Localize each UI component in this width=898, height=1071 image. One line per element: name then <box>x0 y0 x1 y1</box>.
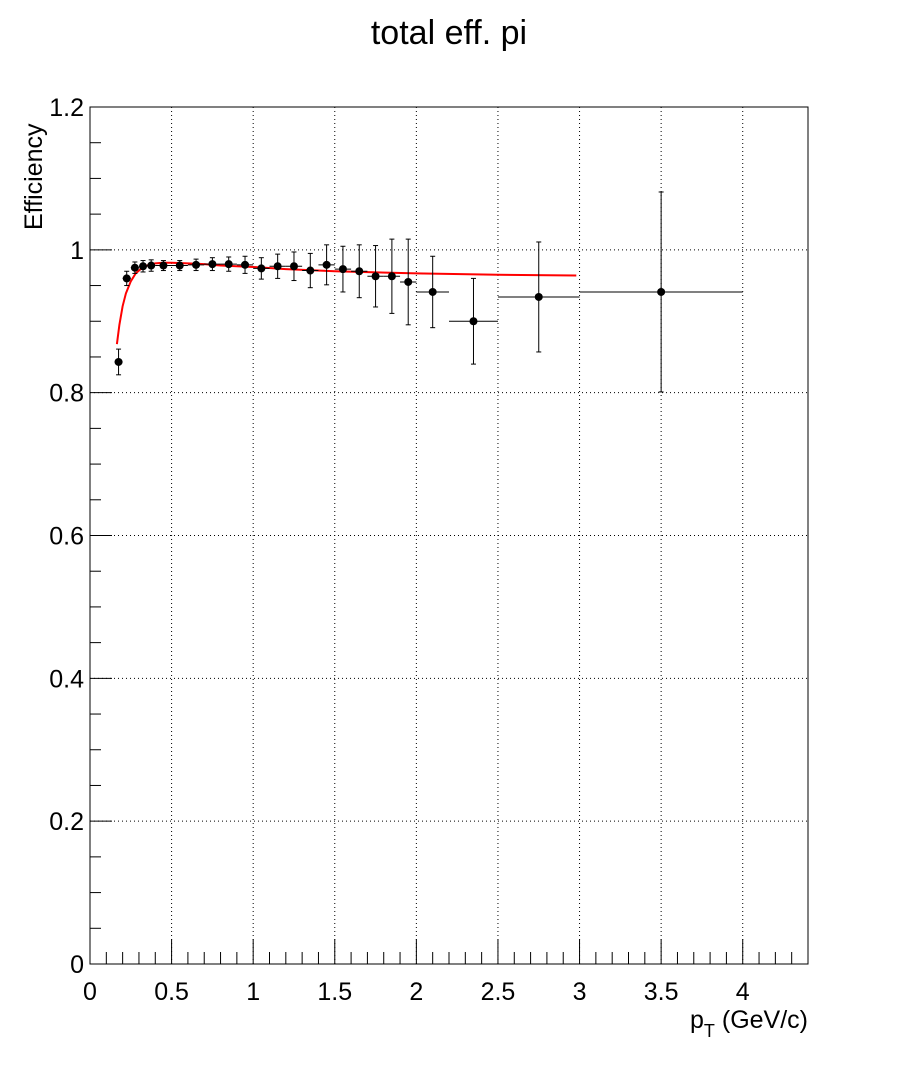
y-axis-label: Efficiency <box>20 123 48 230</box>
fit-line <box>115 261 577 345</box>
point-marker <box>130 263 139 272</box>
data-point <box>383 238 401 314</box>
point-marker <box>534 292 543 301</box>
data-point <box>400 238 417 326</box>
data-point <box>236 255 254 274</box>
x-tick-label: 0.5 <box>154 978 189 1006</box>
point-marker <box>208 260 217 269</box>
data-point <box>130 261 139 274</box>
point-marker <box>257 264 266 273</box>
plot-frame <box>89 106 809 965</box>
data-point <box>302 252 319 289</box>
x-axis-label-rest: (GeV/c) <box>715 1006 808 1034</box>
point-marker <box>192 260 201 269</box>
point-marker <box>371 272 380 281</box>
data-point <box>147 259 156 272</box>
point-marker <box>224 260 233 269</box>
data-point <box>579 191 743 393</box>
x-tick-label: 2 <box>409 978 423 1006</box>
data-point <box>220 256 237 272</box>
point-marker <box>469 317 478 326</box>
data-point <box>351 244 368 299</box>
point-marker <box>355 267 364 276</box>
x-axis-label: pT (GeV/c) <box>690 1006 808 1041</box>
data-point <box>497 241 580 353</box>
point-marker <box>387 272 396 281</box>
chart-title: total eff. pi <box>371 14 527 52</box>
point-marker <box>657 287 666 296</box>
y-tick-label: 0.8 <box>49 380 84 408</box>
point-marker <box>273 262 282 271</box>
y-tick-label: 0.6 <box>49 523 84 551</box>
data-point <box>204 257 221 272</box>
axis-ticks <box>89 106 809 965</box>
x-tick-label: 2.5 <box>481 978 516 1006</box>
data-point <box>269 253 286 279</box>
data-point <box>253 257 270 280</box>
x-tick-label: 1.5 <box>317 978 352 1006</box>
data-point <box>114 348 123 376</box>
y-tick-label: 0.4 <box>49 665 84 693</box>
point-marker <box>404 277 413 286</box>
data-point <box>318 244 335 286</box>
data-point <box>367 245 384 308</box>
grid-lines <box>90 107 808 964</box>
data-point <box>122 270 131 287</box>
fit-curve <box>115 261 577 345</box>
y-tick-label: 0.2 <box>49 808 84 836</box>
data-point <box>416 255 449 329</box>
data-point <box>155 260 172 272</box>
y-tick-label: 1.2 <box>49 94 84 122</box>
data-points <box>114 191 743 393</box>
y-tick-label: 1 <box>70 237 84 265</box>
point-marker <box>428 287 437 296</box>
point-marker <box>306 266 315 275</box>
x-tick-label: 1 <box>246 978 260 1006</box>
point-marker <box>114 357 123 366</box>
data-point <box>449 277 498 365</box>
data-point <box>187 258 205 272</box>
x-axis-label-sub: T <box>704 1021 715 1041</box>
point-marker <box>241 260 250 269</box>
axis-tick-labels: 0 0.5 1 1.5 2 2.5 3 3.5 4 0 0.2 0.4 0.6 0.8 1 1.2 <box>49 94 750 1006</box>
point-marker <box>147 261 156 270</box>
point-marker <box>139 262 148 271</box>
x-tick-label: 0 <box>83 978 97 1006</box>
point-marker <box>159 261 168 270</box>
point-marker <box>322 260 331 269</box>
x-tick-label: 3 <box>573 978 587 1006</box>
point-marker <box>175 261 184 270</box>
data-point <box>138 260 148 273</box>
point-marker <box>338 265 347 274</box>
point-marker <box>122 274 131 283</box>
data-point <box>334 245 352 293</box>
data-point <box>171 260 188 272</box>
x-tick-label: 3.5 <box>644 978 679 1006</box>
x-tick-label: 4 <box>736 978 750 1006</box>
y-tick-label: 0 <box>70 951 84 979</box>
data-point <box>285 251 303 282</box>
point-marker <box>289 262 298 271</box>
x-axis-label-main: p <box>690 1006 704 1034</box>
